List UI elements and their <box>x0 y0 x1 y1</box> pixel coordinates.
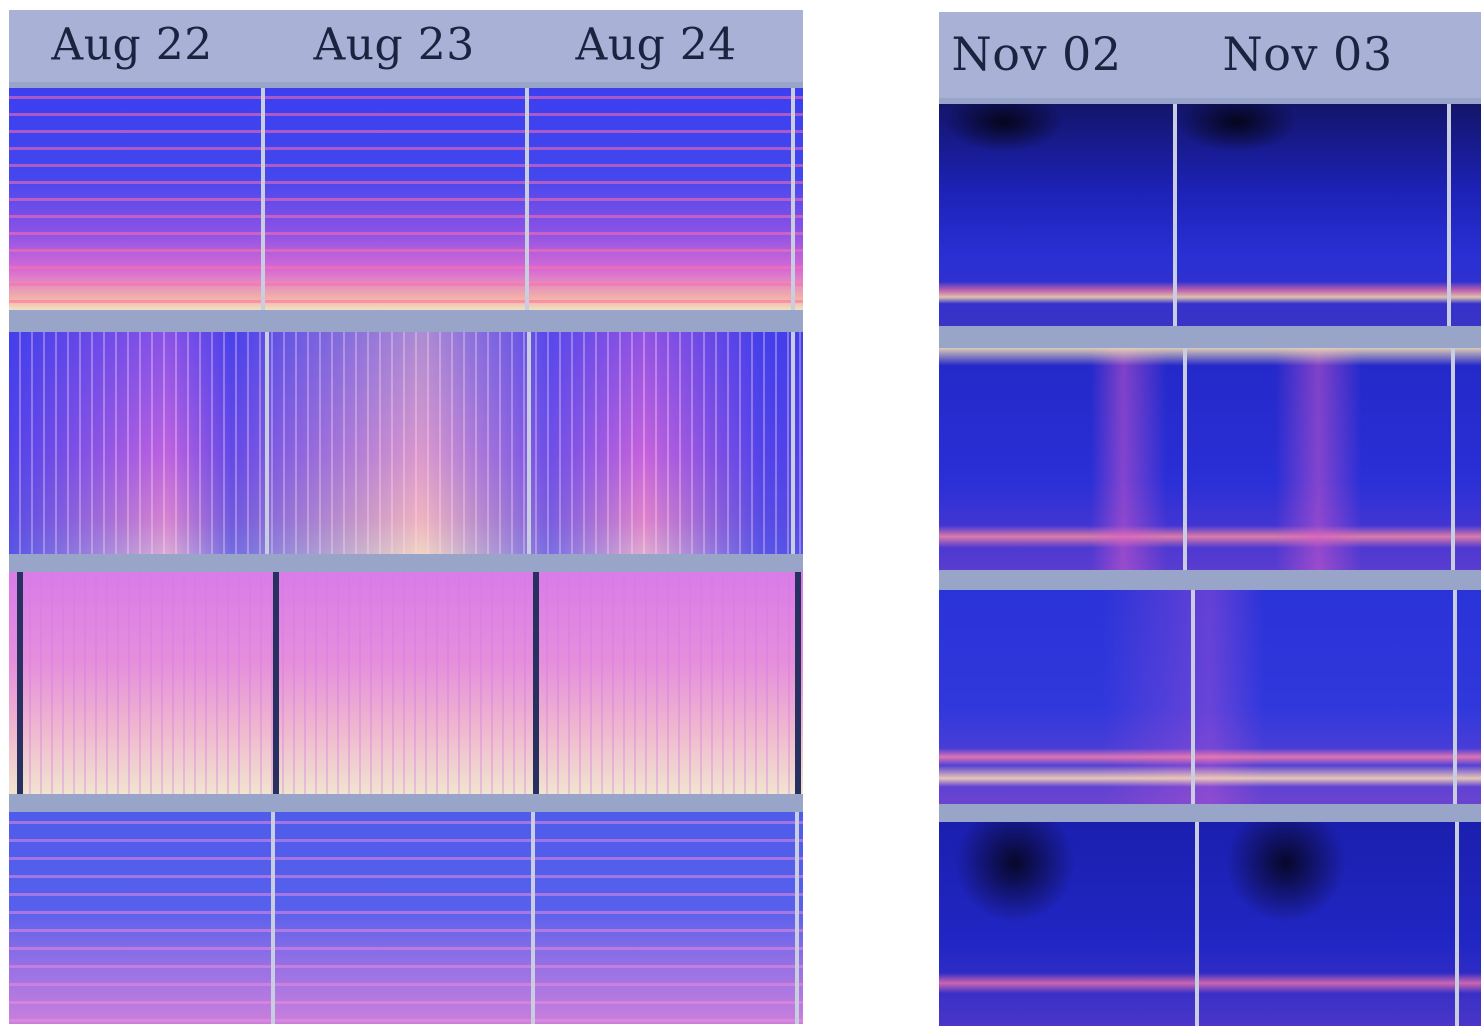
spectrogram-row-3 <box>939 590 1481 804</box>
date-header-august: Aug 22 Aug 23 Aug 24 <box>9 10 803 82</box>
photo-panel-november: Nov 02 Nov 03 <box>939 12 1481 1026</box>
spectrogram-row-1 <box>939 104 1481 326</box>
date-label-aug-23: Aug 23 <box>313 19 475 71</box>
date-label-nov-02: Nov 02 <box>951 26 1122 81</box>
date-label-nov-03: Nov 03 <box>1222 26 1393 81</box>
date-label-aug-24: Aug 24 <box>575 19 737 71</box>
spectrogram-row-4 <box>9 812 803 1024</box>
spectrogram-row-3 <box>9 572 803 794</box>
spectrogram-row-2 <box>9 332 803 554</box>
spectrogram-row-1 <box>9 88 803 310</box>
spectrogram-row-2 <box>939 348 1481 570</box>
spectrogram-row-4 <box>939 822 1481 1026</box>
date-label-aug-22: Aug 22 <box>51 19 213 71</box>
date-header-november: Nov 02 Nov 03 <box>939 12 1481 98</box>
photo-panel-august: Aug 22 Aug 23 Aug 24 <box>9 10 803 1024</box>
